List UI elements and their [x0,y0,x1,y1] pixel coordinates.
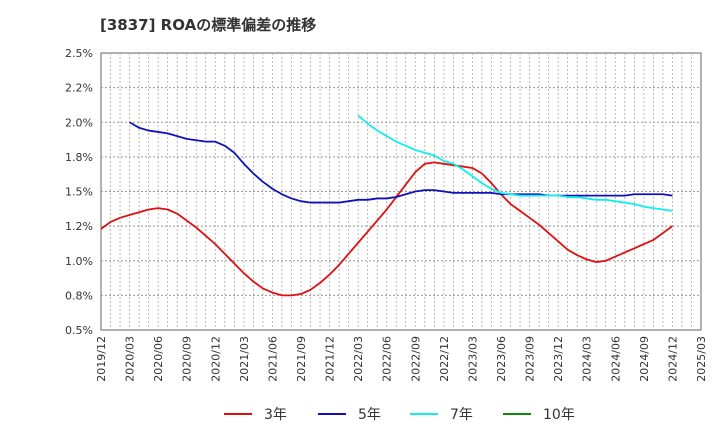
x-tick-label: 2021/06 [266,336,279,382]
x-tick-label: 2024/12 [666,336,679,382]
legend-label: 5年 [358,407,381,423]
x-tick-label: 2022/06 [381,336,394,382]
y-tick-label: 0.8% [65,289,93,302]
y-tick-label: 2.2% [65,82,93,95]
y-tick-label: 1.8% [65,151,93,164]
legend-label: 7年 [450,407,473,423]
x-tick-label: 2021/12 [324,336,337,382]
x-tick-label: 2022/03 [352,336,365,382]
x-tick-label: 2023/12 [552,336,565,382]
x-tick-label: 2023/09 [524,336,537,382]
x-tick-label: 2024/06 [609,336,622,382]
x-tick-label: 2023/03 [466,336,479,382]
x-tick-label: 2020/03 [124,336,137,382]
y-tick-label: 1.0% [65,255,93,268]
x-tick-label: 2019/12 [95,336,108,382]
legend-label: 3年 [264,407,287,423]
x-tick-label: 2024/03 [581,336,594,382]
x-tick-label: 2021/09 [295,336,308,382]
y-tick-label: 2.5% [65,47,93,60]
y-tick-label: 0.5% [65,324,93,337]
x-tick-label: 2020/09 [181,336,194,382]
x-tick-label: 2022/12 [438,336,451,382]
x-tick-label: 2023/06 [495,336,508,382]
series-line-0 [100,161,673,297]
legend-label: 10年 [543,407,575,423]
x-tick-label: 2025/03 [695,336,708,382]
chart-title: [3837] ROAの標準偏差の推移 [100,16,317,34]
y-tick-label: 1.2% [65,220,93,233]
series-line-2 [357,114,673,212]
x-tick-label: 2020/12 [209,336,222,382]
x-tick-label: 2022/09 [409,336,422,382]
x-tick-label: 2020/06 [152,336,165,382]
y-tick-label: 2.0% [65,116,93,129]
y-tick-label: 1.5% [65,186,93,199]
series-line-1 [129,121,673,204]
x-tick-label: 2021/03 [238,336,251,382]
x-tick-label: 2024/09 [638,336,651,382]
